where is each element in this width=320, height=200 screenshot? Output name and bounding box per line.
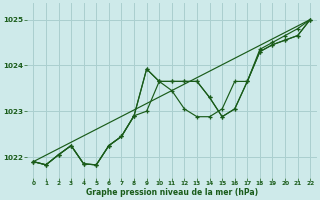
X-axis label: Graphe pression niveau de la mer (hPa): Graphe pression niveau de la mer (hPa) xyxy=(86,188,258,197)
